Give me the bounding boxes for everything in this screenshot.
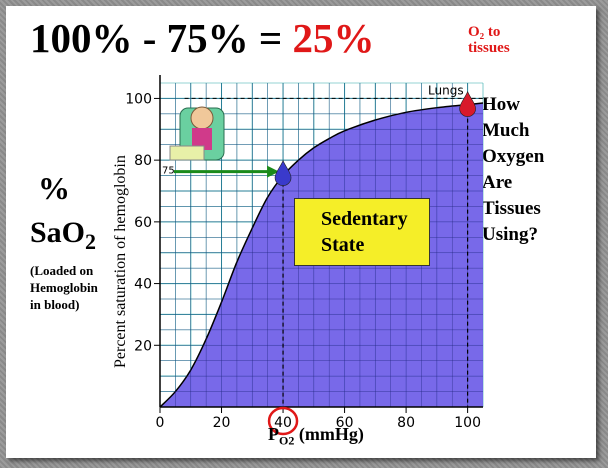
right-line1: How bbox=[482, 94, 520, 115]
y-tick-label-60: 60 bbox=[134, 215, 152, 231]
chart-annotations: 75 Lungs bbox=[162, 83, 483, 436]
x-tick-label-80: 80 bbox=[397, 415, 415, 431]
x-tick-label-0: 0 bbox=[156, 415, 165, 431]
left-note-line3: in blood) bbox=[30, 297, 80, 312]
left-note-line1: (Loaded on bbox=[30, 263, 94, 278]
person-body bbox=[192, 128, 212, 150]
x-tick-label-100: 100 bbox=[454, 415, 481, 431]
title-equation: 100% - 75% = bbox=[30, 15, 293, 61]
x-tick-label-60: 60 bbox=[336, 415, 354, 431]
sedentary-state-box: Sedentary State bbox=[294, 198, 430, 266]
y-axis-label: Percent saturation of hemoglobin bbox=[112, 155, 129, 368]
venous-blood-drop-icon bbox=[274, 159, 292, 186]
x-axis-label: PO2 (mmHg) bbox=[268, 424, 364, 449]
title-subnote-line1: O₂ to bbox=[468, 24, 501, 40]
right-line2: Much bbox=[482, 120, 530, 141]
y-tick-label-20: 20 bbox=[134, 338, 152, 354]
y-tick-label-40: 40 bbox=[134, 277, 152, 293]
newspaper bbox=[169, 145, 205, 161]
x-tick-label-40: 40 bbox=[274, 415, 292, 431]
left-percent: % bbox=[38, 170, 70, 206]
x-axis-label-unit: (mmHg) bbox=[294, 424, 364, 444]
y-tick-label-80: 80 bbox=[134, 153, 152, 169]
x-axis-label-sub: O2 bbox=[279, 433, 295, 448]
chart-ticks: 0 20 40 60 80 100 20 40 60 80 100 bbox=[125, 91, 481, 431]
arterial-blood-drop-icon bbox=[459, 90, 476, 117]
x-axis-label-p: P bbox=[268, 424, 279, 444]
x-tick-label-20: 20 bbox=[213, 415, 231, 431]
saturation-curve-line bbox=[159, 102, 484, 408]
box-line2: State bbox=[321, 234, 365, 256]
left-note-line2: Hemoglobin bbox=[30, 280, 98, 295]
venous-marker-label: 75 bbox=[162, 166, 175, 177]
title-subnote-line2: tissues bbox=[468, 40, 510, 56]
right-line4: Are bbox=[482, 172, 513, 193]
box-line1: Sedentary bbox=[321, 208, 408, 230]
slide-title: 100% - 75% = 25% O₂ to tissues bbox=[30, 14, 510, 62]
lungs-label: Lungs bbox=[428, 83, 464, 97]
sitting-person-icon bbox=[169, 106, 225, 161]
right-line5: Tissues bbox=[482, 198, 541, 219]
venous-arrow-head bbox=[267, 165, 280, 178]
left-sao2: SaO2 bbox=[30, 216, 96, 255]
left-note: (Loaded on Hemoglobin in blood) bbox=[30, 262, 98, 313]
right-question: How Much Oxygen Are Tissues Using? bbox=[482, 92, 544, 248]
person-head bbox=[190, 106, 214, 130]
left-sao2-main: SaO bbox=[30, 216, 86, 249]
right-line6: Using? bbox=[482, 224, 538, 245]
y-tick-label-100: 100 bbox=[125, 91, 152, 107]
left-sao2-sub: 2 bbox=[85, 229, 97, 254]
title-result: 25% bbox=[292, 15, 375, 61]
right-line3: Oxygen bbox=[482, 146, 545, 167]
highlight-circle-40 bbox=[267, 406, 299, 436]
